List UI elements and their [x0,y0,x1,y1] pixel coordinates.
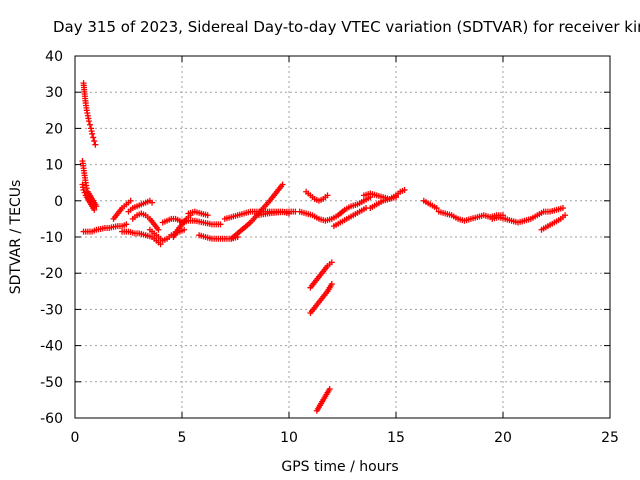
series-drop-b [307,281,335,317]
x-tick-label: 0 [71,430,80,446]
data-point [326,386,333,393]
series-cluster-17 [435,208,506,224]
series-arc-c [129,210,162,233]
y-tick-label: 40 [45,49,63,65]
data-point [324,192,331,199]
data-point [559,205,566,212]
series-cluster-14b [367,194,399,212]
x-tick-label: 20 [494,430,512,446]
series-tail-low [79,181,98,213]
series-arc-b [119,228,164,248]
grid-lines [75,56,610,418]
y-tick-label: -40 [40,339,63,355]
y-axis-label: SDTVAR / TECUs [8,180,24,295]
x-tick-label: 5 [178,430,187,446]
data-point [92,141,99,148]
data-point [279,181,286,188]
series-cluster-5b [179,217,224,228]
y-tick-label: -50 [40,375,63,391]
series-drop-c [313,386,333,414]
data-point [90,134,97,141]
y-tick-label: -60 [40,411,63,427]
data-marks [79,80,569,414]
series-arc-f [303,188,331,204]
y-tick-label: 20 [45,121,63,137]
y-tick-label: 0 [54,194,63,210]
data-point [89,130,96,137]
series-baseline-a [80,221,130,235]
data-point [157,241,164,248]
data-point [562,212,569,219]
series-cluster-12 [330,205,370,230]
data-point [85,118,92,125]
x-tick-label: 10 [280,430,298,446]
series-cluster-4 [146,226,188,244]
data-point [91,206,98,213]
y-tick-label: 30 [45,85,63,101]
series-arc-a [110,197,134,222]
chart-title: Day 315 of 2023, Sidereal Day-to-day VTE… [53,18,640,36]
x-axis-label: GPS time / hours [281,459,398,475]
series-cluster-20 [489,205,566,226]
series-arc-g [296,194,374,224]
series-tail-high [80,80,99,148]
data-point [149,199,156,206]
data-point [181,226,188,233]
y-tick-label: -20 [40,266,63,282]
data-point [81,189,88,196]
series-arc-d [125,197,156,215]
x-tick-label: 15 [387,430,405,446]
x-tick-label: 25 [601,430,619,446]
y-tick-label: -30 [40,302,63,318]
series-tail-mid [79,157,100,210]
data-point [401,186,408,193]
data-point [328,259,335,266]
series-cluster-16 [420,197,440,212]
series-cluster-5c [185,208,211,219]
series-baseline-b [253,208,299,219]
data-point [328,281,335,288]
data-point [393,194,399,201]
data-point [123,221,130,228]
data-point [204,212,211,219]
data-point [155,226,162,233]
axis-ticks: 0 5 10 15 20 25 -60 -50 -40 -30 -20 -10 0 10 20 30 40 [40,49,619,446]
y-tick-label: -10 [40,230,63,246]
data-point [127,197,134,204]
data-point [217,221,224,228]
y-tick-label: 10 [45,158,63,174]
series-cluster-22 [538,212,569,233]
data-point [433,205,440,212]
data-point [91,138,98,145]
data-point [80,186,87,193]
data-point [83,185,90,192]
data-point [86,121,93,128]
series-drop-a [307,259,335,291]
